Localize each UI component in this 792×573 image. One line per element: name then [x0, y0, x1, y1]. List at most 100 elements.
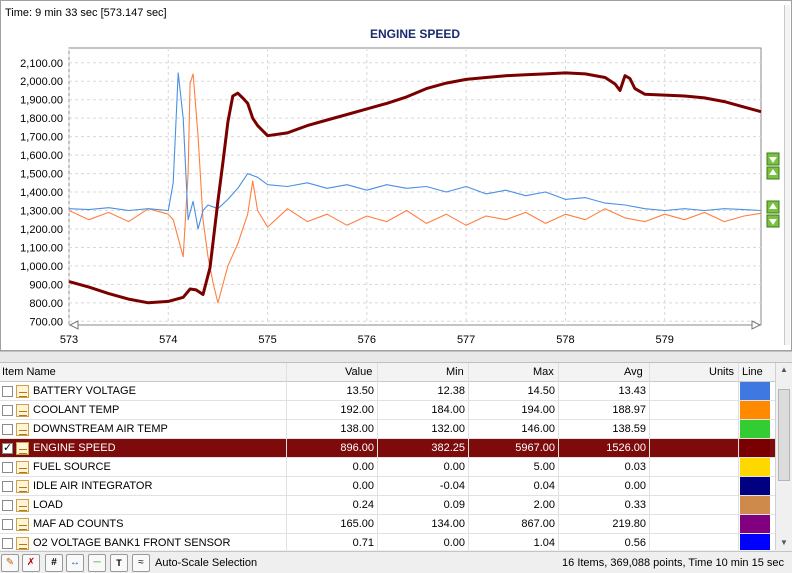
row-line-color[interactable] [740, 515, 770, 533]
gauge-icon [16, 461, 29, 474]
row-line-color[interactable] [740, 534, 770, 550]
table-header: Item Name Value Min Max Avg Units Line [0, 363, 775, 382]
y-tick-label: 1,000.00 [20, 261, 63, 273]
y-tick-label: 1,900.00 [20, 95, 63, 107]
engine-speed-chart[interactable]: 700.00 800.00 900.00 1,000.00 1,100.00 1,200.… [1, 1, 791, 350]
row-checkbox[interactable] [2, 386, 13, 397]
y-tick-label: 1,100.00 [20, 242, 63, 254]
y-tick-label: 1,400.00 [20, 187, 63, 199]
row-value: 0.00 [352, 480, 374, 492]
row-line-color[interactable] [740, 477, 770, 495]
graph-icon[interactable]: ≈ [132, 554, 150, 572]
row-checkbox[interactable] [2, 424, 13, 435]
y-tick-label: 1,600.00 [20, 150, 63, 162]
row-min: 0.00 [443, 461, 465, 473]
row-item-name: BATTERY VOLTAGE [33, 385, 136, 397]
row-value: 0.24 [352, 499, 374, 511]
row-max: 5.00 [533, 461, 555, 473]
row-line-color[interactable] [740, 420, 770, 438]
row-checkbox[interactable] [2, 462, 13, 473]
scroll-left-icon[interactable] [68, 320, 79, 330]
items-table: Item Name Value Min Max Avg Units Line B… [0, 363, 775, 550]
row-max: 0.04 [533, 480, 555, 492]
y-tick-label: 700.00 [29, 316, 63, 328]
gauge-icon [16, 442, 29, 455]
row-item-name: MAF AD COUNTS [33, 518, 124, 530]
y-tick-label: 2,000.00 [20, 76, 63, 88]
row-avg: 0.00 [624, 480, 646, 492]
row-avg: 13.43 [618, 385, 646, 397]
row-max: 146.00 [521, 423, 555, 435]
row-avg: 138.59 [612, 423, 646, 435]
row-checkbox[interactable] [2, 405, 13, 416]
table-row[interactable]: FUEL SOURCE 0.00 0.00 5.00 0.03 [0, 458, 775, 477]
table-row[interactable]: LOAD 0.24 0.09 2.00 0.33 [0, 496, 775, 515]
table-row[interactable]: MAF AD COUNTS 165.00 134.00 867.00 219.80 [0, 515, 775, 534]
row-value: 13.50 [346, 385, 374, 397]
header-avg[interactable]: Avg [624, 366, 643, 378]
row-value: 0.00 [352, 461, 374, 473]
row-line-color[interactable] [740, 496, 770, 514]
scroll-down-icon[interactable]: ▼ [780, 538, 788, 547]
row-line-color[interactable] [740, 382, 770, 400]
table-row[interactable]: IDLE AIR INTEGRATOR 0.00 -0.04 0.04 0.00 [0, 477, 775, 496]
y-tick-label: 1,200.00 [20, 224, 63, 236]
header-value[interactable]: Value [345, 366, 373, 378]
table-row[interactable]: ENGINE SPEED 896.00 382.25 5967.00 1526.00 [0, 439, 775, 458]
header-max[interactable]: Max [533, 366, 554, 378]
series-line-0 [68, 71, 762, 305]
pencil-delete-icon[interactable]: ✗ [22, 554, 40, 572]
table-row[interactable]: COOLANT TEMP 192.00 184.00 194.00 188.97 [0, 401, 775, 420]
auto-scale-label[interactable]: Auto-Scale Selection [155, 557, 258, 569]
row-checkbox[interactable] [2, 538, 13, 549]
row-line-color[interactable] [740, 439, 770, 457]
hash-icon[interactable]: # [45, 554, 63, 572]
row-checkbox[interactable] [2, 519, 13, 530]
pencil-icon[interactable]: ✎ [1, 554, 19, 572]
zoom-down-icon-glyph [769, 203, 777, 209]
header-item-name[interactable]: Item Name [2, 366, 56, 378]
y-tick-label: 900.00 [29, 279, 63, 291]
row-max: 5967.00 [515, 442, 555, 454]
row-value: 896.00 [340, 442, 374, 454]
row-min: 134.00 [431, 518, 465, 530]
row-checkbox[interactable] [2, 481, 13, 492]
series-line-2 [68, 72, 762, 230]
x-tick-label: 576 [358, 334, 376, 346]
row-item-name: FUEL SOURCE [33, 461, 111, 473]
header-line[interactable]: Line [742, 366, 763, 378]
row-checkbox[interactable] [2, 500, 13, 511]
row-min: 0.09 [443, 499, 465, 511]
x-tick-label: 573 [60, 334, 78, 346]
status-bar: ✎ ✗ # ↔ ─ T ≈ Auto-Scale Selection 16 It… [0, 551, 792, 573]
scroll-thumb[interactable] [778, 389, 790, 481]
row-min: 132.00 [431, 423, 465, 435]
series-line-1 [68, 73, 762, 304]
gauge-icon [16, 518, 29, 531]
fit-icon[interactable]: ↔ [66, 554, 84, 572]
line-icon[interactable]: ─ [88, 554, 106, 572]
header-min[interactable]: Min [446, 366, 464, 378]
scroll-right-icon[interactable] [751, 320, 762, 330]
row-avg: 188.97 [612, 404, 646, 416]
y-tick-label: 1,700.00 [20, 132, 63, 144]
panel-splitter[interactable] [0, 351, 792, 363]
text-icon[interactable]: T [110, 554, 128, 572]
row-checkbox[interactable] [2, 441, 13, 454]
row-item-name: ENGINE SPEED [33, 442, 116, 454]
gauge-icon [16, 423, 29, 436]
gauge-icon [16, 404, 29, 417]
row-line-color[interactable] [740, 458, 770, 476]
x-tick-label: 577 [457, 334, 475, 346]
table-row[interactable]: BATTERY VOLTAGE 13.50 12.38 14.50 13.43 [0, 382, 775, 401]
scroll-up-icon[interactable]: ▲ [780, 365, 788, 374]
table-scrollbar[interactable]: ▲ ▼ [775, 363, 792, 550]
table-row[interactable]: O2 VOLTAGE BANK1 FRONT SENSOR 0.71 0.00 1.0… [0, 534, 775, 550]
gauge-icon [16, 499, 29, 512]
zoom-down2-icon-glyph [769, 219, 777, 225]
table-row[interactable]: DOWNSTREAM AIR TEMP 138.00 132.00 146.00 138… [0, 420, 775, 439]
header-units[interactable]: Units [709, 366, 735, 378]
row-line-color[interactable] [740, 401, 770, 419]
row-max: 194.00 [521, 404, 555, 416]
row-item-name: COOLANT TEMP [33, 404, 120, 416]
